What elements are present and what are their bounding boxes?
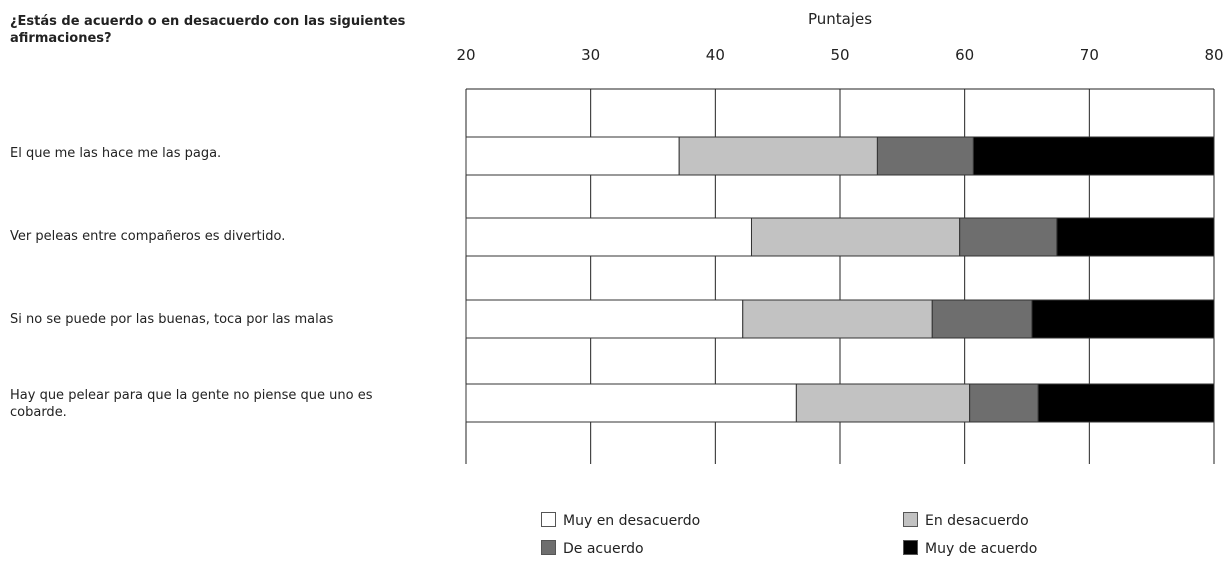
bar-segment-row2-en-desacuerdo bbox=[750, 217, 961, 257]
chart-title: ¿Estás de acuerdo o en desacuerdo con la… bbox=[10, 14, 406, 46]
bar-segment-row4-en-desacuerdo bbox=[795, 383, 971, 423]
row-label-4: Hay que pelear para que la gente no pien… bbox=[10, 388, 373, 420]
bars bbox=[465, 136, 1215, 423]
x-tick-label-80: 80 bbox=[1204, 46, 1223, 64]
bar-segment-row1-muy-de-acuerdo bbox=[972, 136, 1215, 176]
x-tick-label-50: 50 bbox=[830, 46, 849, 64]
legend-swatch-muy-en-desacuerdo bbox=[541, 512, 556, 527]
legend-item-de-acuerdo: De acuerdo bbox=[541, 540, 644, 558]
row-label-2: Ver peleas entre compañeros es divertido… bbox=[10, 229, 286, 244]
bar-segment-row2-de-acuerdo bbox=[959, 217, 1058, 257]
bar-segment-row4-muy-en-desacuerdo bbox=[465, 383, 797, 423]
x-tick-label-40: 40 bbox=[706, 46, 725, 64]
legend-item-muy-en-desacuerdo: Muy en desacuerdo bbox=[541, 512, 700, 530]
bar-segment-row4-de-acuerdo bbox=[969, 383, 1039, 423]
bar-segment-row2-muy-de-acuerdo bbox=[1056, 217, 1215, 257]
legend-item-muy-de-acuerdo: Muy de acuerdo bbox=[903, 540, 1037, 558]
x-tick-label-30: 30 bbox=[581, 46, 600, 64]
legend-label: En desacuerdo bbox=[925, 513, 1029, 529]
x-tick-labels: 20 30 40 50 60 70 80 bbox=[456, 46, 1223, 64]
bar-segment-row4-muy-de-acuerdo bbox=[1037, 383, 1215, 423]
legend-swatch-en-desacuerdo bbox=[903, 512, 918, 527]
legend-swatch-de-acuerdo bbox=[541, 540, 556, 555]
bar-segment-row3-en-desacuerdo bbox=[742, 299, 933, 339]
row-label-1: El que me las hace me las paga. bbox=[10, 146, 222, 161]
legend-label: Muy en desacuerdo bbox=[563, 513, 701, 529]
legend-label: De acuerdo bbox=[563, 541, 644, 557]
bar-segment-row3-muy-en-desacuerdo bbox=[465, 299, 744, 339]
bar-segment-row1-muy-en-desacuerdo bbox=[465, 136, 680, 176]
legend-label: Muy de acuerdo bbox=[925, 541, 1038, 557]
bar-segment-row3-de-acuerdo bbox=[931, 299, 1033, 339]
bar-segment-row1-de-acuerdo bbox=[876, 136, 974, 176]
legend-item-en-desacuerdo: En desacuerdo bbox=[903, 512, 1029, 530]
bar-segment-row1-en-desacuerdo bbox=[678, 136, 878, 176]
x-tick-label-70: 70 bbox=[1080, 46, 1099, 64]
bar-segment-row3-muy-de-acuerdo bbox=[1031, 299, 1215, 339]
x-axis-label: Puntajes bbox=[808, 10, 872, 28]
bar-segment-row2-muy-en-desacuerdo bbox=[465, 217, 752, 257]
x-tick-label-60: 60 bbox=[955, 46, 974, 64]
x-tick-label-20: 20 bbox=[456, 46, 475, 64]
legend-swatch-muy-de-acuerdo bbox=[903, 540, 918, 555]
row-label-3: Si no se puede por las buenas, toca por … bbox=[10, 312, 334, 327]
